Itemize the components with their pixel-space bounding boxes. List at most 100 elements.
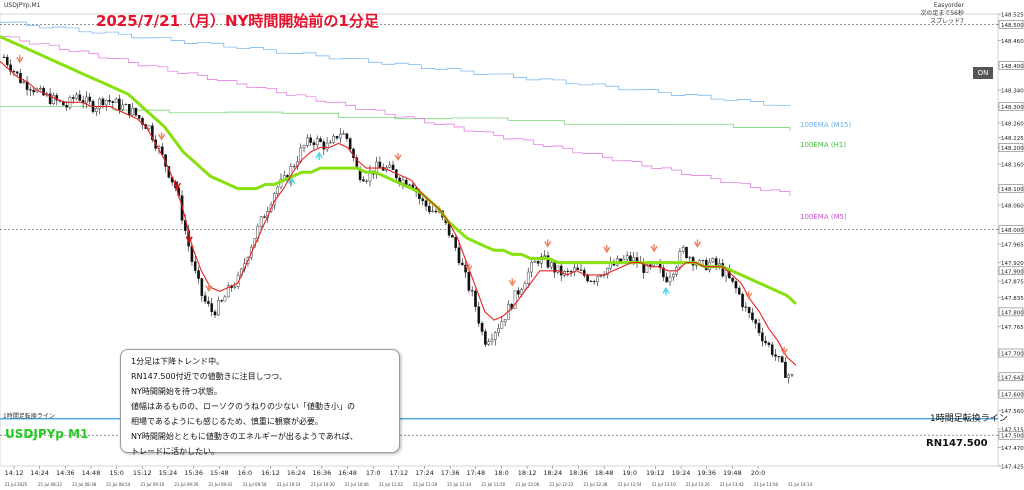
candle-body	[302, 145, 306, 149]
x-date-label: 21 Jul 09:10	[140, 482, 164, 487]
y-tick-label: 148.160	[1001, 162, 1024, 168]
candle-body	[345, 133, 349, 139]
x-tick-label: 15:24	[159, 469, 178, 477]
x-tick-label: 19:24	[672, 469, 691, 477]
x-tick-label: 18:36	[569, 469, 588, 477]
candle-body	[467, 272, 471, 291]
note-line: NY時間開始とともに値動きのエネルギーが出るようであれば、	[131, 432, 358, 441]
x-tick-label: 14:12	[5, 469, 24, 477]
y-tick-label: 148.260	[1001, 121, 1024, 127]
candle-body	[678, 251, 682, 268]
candle-body	[460, 262, 464, 266]
candle-body	[259, 216, 263, 227]
buy-signal-arrow	[662, 287, 670, 296]
candle-body	[75, 94, 78, 99]
commentary-note: 1分足は下降トレンド中。 RN147.500付近での値動きに注目しつつ、 NY時…	[120, 349, 400, 456]
candle-body	[309, 137, 312, 143]
candle-body	[751, 312, 754, 320]
candle-body	[464, 264, 467, 273]
candle-body	[233, 286, 237, 288]
x-tick-label: 14:36	[56, 469, 75, 477]
candle-body	[388, 164, 392, 168]
x-date-label: 21 Jul 11:02	[379, 482, 403, 487]
y-tick-box	[998, 389, 1024, 399]
y-tick-box	[998, 348, 1024, 358]
sell-signal-arrow	[693, 239, 702, 248]
x-date-label: 21 Jul 13:42	[720, 482, 744, 487]
candle-body	[193, 261, 197, 271]
candle-body	[22, 81, 26, 84]
turn-line-label-right: 1時間足転換ライン	[930, 414, 1008, 424]
x-tick-label: 17:24	[415, 469, 434, 477]
x-tick-label: 15:0	[109, 469, 124, 477]
y-tick-label: 147.642	[1001, 375, 1024, 381]
y-tick-label: 147.515	[1001, 428, 1024, 434]
candle-body	[761, 332, 764, 342]
candle-body	[210, 303, 214, 312]
candle-body	[85, 96, 88, 104]
candle-body	[556, 265, 560, 273]
candle-body	[540, 256, 543, 264]
candle-body	[550, 262, 553, 268]
sell-signal-arrow	[16, 55, 24, 64]
candle-body	[721, 263, 725, 277]
sell-signal-arrow	[780, 347, 788, 356]
sell-signal-arrow	[544, 239, 552, 248]
x-tick-label: 17:36	[441, 469, 460, 477]
sell-signal-arrow	[745, 291, 753, 300]
candle-body	[599, 275, 603, 277]
candle-body	[503, 319, 507, 323]
on-button[interactable]: ON	[973, 67, 993, 79]
x-date-label: 21 Jul 10:14	[277, 482, 301, 487]
ema-h1-label: 100EMA (H1)	[800, 141, 847, 149]
candle-body	[454, 237, 457, 248]
spread-label: スプレッド7	[930, 18, 964, 25]
x-tick-label: 17:12	[389, 469, 408, 477]
x-date-label: 21 Jul 13:26	[686, 482, 710, 487]
candle-body	[319, 138, 322, 143]
candle-body	[15, 71, 19, 74]
x-tick-label: 14:24	[30, 469, 49, 477]
sell-signal-arrow	[205, 283, 213, 293]
candle-body	[606, 267, 609, 275]
candle-body	[546, 255, 550, 268]
x-date-label: 21 Jul 10:46	[345, 482, 369, 487]
ema-m15-label: 100EMA (M15)	[800, 121, 852, 129]
x-date-label: 21 Jul 13:10	[652, 482, 676, 487]
candle-body	[764, 340, 767, 344]
x-tick-label: 18:48	[595, 469, 614, 477]
candle-body	[104, 99, 108, 106]
y-tick-label: 147.875	[1001, 280, 1024, 286]
x-date-label: 21 Jul 09:26	[174, 482, 198, 487]
candle-body	[530, 262, 533, 273]
note-line: 値幅はあるものの、ローソクのうねりの少ない「値動き小」の	[131, 402, 355, 411]
x-date-label: 21 Jul 13:58	[754, 482, 778, 487]
y-tick-label: 147.425	[1001, 465, 1024, 471]
candle-body	[484, 331, 487, 345]
candle-body	[533, 261, 537, 263]
x-tick-label: 16:36	[312, 469, 331, 477]
y-tick-label: 148.500	[1001, 23, 1024, 29]
candle-body	[734, 281, 738, 289]
y-tick-label: 148.300	[1001, 105, 1024, 111]
page-title: 2025/7/21（月）NY時間開始前の1分足	[96, 12, 379, 30]
x-date-label: 21 Jul 08:22	[38, 482, 62, 487]
candle-body	[714, 258, 718, 266]
candle-body	[513, 290, 517, 309]
candle-body	[579, 269, 583, 271]
note-line: NY時間開始を待つ状態。	[131, 387, 222, 396]
x-date-label: 21 Jul 09:42	[209, 482, 233, 487]
candle-body	[121, 104, 124, 110]
candle-body	[134, 107, 138, 116]
candle-body	[329, 142, 332, 144]
candle-body	[213, 311, 217, 316]
candle-body	[787, 374, 791, 378]
x-date-label: 21 Jul 12:22	[549, 482, 573, 487]
candle-body	[672, 273, 675, 278]
candle-body	[42, 87, 45, 96]
candle-body	[586, 275, 589, 282]
candle-body	[724, 270, 728, 277]
candle-body	[559, 265, 563, 276]
candle-body	[477, 306, 481, 324]
candle-body	[200, 278, 204, 296]
